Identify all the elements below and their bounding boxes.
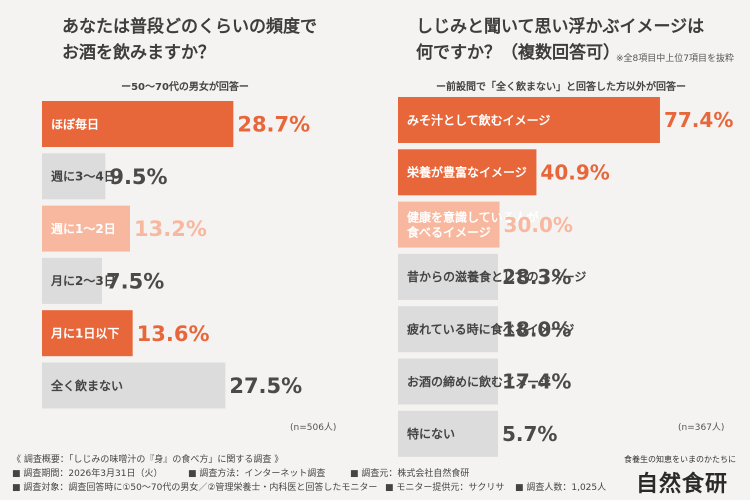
right-question-title-line1: しじみと聞いて思い浮かぶイメージは bbox=[416, 17, 705, 37]
left-bar-5 bbox=[42, 310, 133, 357]
right-subtitle: ー前設問で「全く飲まない」と回答した方以外が回答ー bbox=[436, 82, 686, 93]
left-bar-1 bbox=[42, 101, 234, 147]
left-category-label-6: 全く飲まない bbox=[50, 378, 123, 393]
left-question-title-line1: あなたは普段どのくらいの頻度で bbox=[62, 17, 317, 37]
right-value-label-4: 28.3% bbox=[502, 265, 571, 289]
left-bar-3 bbox=[42, 205, 130, 252]
footer-period: ■ 調査期間：2026年3月31日（火） bbox=[12, 469, 163, 479]
right-category-label-1: みそ汁として飲むイメージ bbox=[407, 112, 550, 127]
left-category-label-2: 週に3～4日 bbox=[51, 169, 116, 184]
left-category-label-4: 月に2～3日 bbox=[50, 274, 116, 288]
right-bar-6 bbox=[398, 358, 498, 405]
right-question-title-line2: 何ですか？（複数回答可） bbox=[416, 43, 620, 63]
left-bar-6 bbox=[42, 362, 226, 409]
left-value-label-6: 27.5% bbox=[229, 374, 302, 398]
footer-survey-title: 《 調査概要：「しじみの味噌汁の『身』の食べ方」に関する調査 》 bbox=[12, 455, 284, 465]
survey-footer: 《 調査概要：「しじみの味噌汁の『身』の食べ方」に関する調査 》 ■ 調査期間：… bbox=[0, 452, 750, 500]
right-value-label-2: 40.9% bbox=[540, 161, 609, 185]
right-category-label-4: 昔からの滋養食としてのイメージ bbox=[407, 269, 586, 284]
right-value-label-5: 18.0% bbox=[502, 317, 571, 341]
footer-count: ■ 調査人数：1,025人 bbox=[515, 483, 607, 493]
right-category-label-2: 栄養が豊富なイメージ bbox=[406, 165, 527, 180]
logo-tagline: 食養生の知恵をいまのかたちに bbox=[624, 455, 736, 464]
right-bar-3 bbox=[398, 201, 500, 248]
left-value-label-3: 13.2% bbox=[134, 217, 207, 241]
left-bar-4 bbox=[42, 257, 102, 304]
left-value-label-1: 28.7% bbox=[237, 113, 310, 137]
left-subtitle: ー50～70代の男女が回答ー bbox=[121, 82, 249, 93]
company-logo: 自然食研 bbox=[636, 471, 729, 497]
right-category-label-6: お酒の締めに飲むイメージ bbox=[407, 374, 551, 389]
left-category-label-3: 週に1～2日 bbox=[51, 221, 116, 236]
left-value-label-2: 9.5% bbox=[109, 165, 167, 189]
left-category-label-5: 月に1日以下 bbox=[50, 327, 119, 341]
right-category-label-7: 特にない bbox=[407, 426, 455, 441]
left-value-label-5: 13.6% bbox=[137, 322, 210, 346]
right-value-label-1: 77.4% bbox=[664, 108, 733, 132]
right-bar-7 bbox=[398, 410, 498, 457]
right-note: ※全8項目中上位7項目を抜粋 bbox=[616, 54, 734, 64]
left-value-label-4: 7.5% bbox=[106, 269, 164, 293]
footer-provider: ■ モニター提供元：サクリサ bbox=[385, 483, 505, 493]
right-bar-5 bbox=[398, 306, 498, 353]
right-value-label-6: 17.4% bbox=[502, 370, 571, 394]
footer-sponsor: ■ 調査元：株式会社自然食研 bbox=[350, 469, 470, 479]
right-bar-chart: みそ汁として飲むイメージ 77.4% 栄養が豊富なイメージ 40.9%健康を意識してい… bbox=[398, 97, 733, 457]
right-category-label-5: 疲れている時に食べるイメージ bbox=[407, 322, 574, 337]
left-bar-chart: ほぼ毎日 28.7% 週に3～4日9.5% 週に1～2日 13.2% 月に2～3日7.5%… bbox=[42, 101, 310, 409]
left-bar-2 bbox=[42, 153, 106, 200]
right-bar-4 bbox=[398, 253, 498, 300]
footer-target: ■ 調査対象：調査回答時に①50～70代の男女／②管理栄養士・内科医と回答したモ… bbox=[12, 483, 378, 493]
right-bar-2 bbox=[398, 149, 537, 196]
left-category-label-1: ほぼ毎日 bbox=[51, 116, 99, 131]
footer-method: ■ 調査方法：インターネット調査 bbox=[188, 469, 326, 479]
left-sample-size: (n=506人) bbox=[290, 423, 337, 433]
right-bar-1 bbox=[398, 97, 660, 143]
right-value-label-3: 30.0% bbox=[504, 213, 573, 237]
right-category-label-3: 健康を意識している人が食べるイメージ bbox=[406, 209, 539, 239]
left-question-title-line2: お酒を飲みますか？ bbox=[62, 43, 215, 63]
right-sample-size: (n=367人) bbox=[678, 423, 725, 433]
right-value-label-7: 5.7% bbox=[502, 422, 557, 446]
